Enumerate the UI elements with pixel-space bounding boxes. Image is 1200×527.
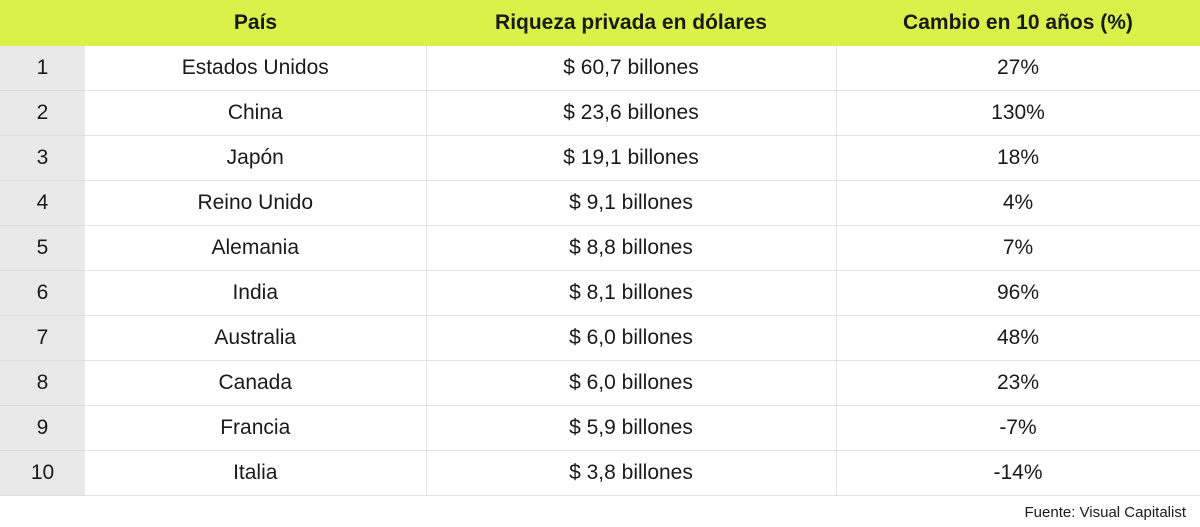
- table-row: 7 Australia $ 6,0 billones 48%: [0, 315, 1200, 361]
- change-cell: 7%: [836, 225, 1200, 271]
- table-row: 4 Reino Unido $ 9,1 billones 4%: [0, 180, 1200, 226]
- table-row: 1 Estados Unidos $ 60,7 billones 27%: [0, 46, 1200, 91]
- table-body: 1 Estados Unidos $ 60,7 billones 27% 2 China $…: [0, 46, 1200, 496]
- wealth-cell: $ 8,8 billones: [426, 225, 837, 271]
- country-cell: Canada: [85, 360, 427, 406]
- change-cell: 96%: [836, 270, 1200, 316]
- change-cell: 23%: [836, 360, 1200, 406]
- table-row: 10 Italia $ 3,8 billones -14%: [0, 450, 1200, 496]
- wealth-cell: $ 6,0 billones: [426, 360, 837, 406]
- country-cell: China: [85, 90, 427, 136]
- country-cell: Alemania: [85, 225, 427, 271]
- table-row: 8 Canada $ 6,0 billones 23%: [0, 360, 1200, 406]
- wealth-cell: $ 60,7 billones: [426, 46, 837, 91]
- change-cell: -7%: [836, 405, 1200, 451]
- wealth-cell: $ 3,8 billones: [426, 450, 837, 496]
- header-wealth: Riqueza privada en dólares: [426, 0, 836, 46]
- rank-cell: 5: [0, 225, 85, 271]
- rank-cell: 10: [0, 450, 85, 496]
- header-rank: [0, 0, 85, 46]
- rank-cell: 1: [0, 46, 85, 91]
- table-row: 2 China $ 23,6 billones 130%: [0, 90, 1200, 136]
- rank-cell: 3: [0, 135, 85, 181]
- change-cell: 48%: [836, 315, 1200, 361]
- wealth-ranking-table: País Riqueza privada en dólares Cambio e…: [0, 0, 1200, 496]
- change-cell: 18%: [836, 135, 1200, 181]
- country-cell: Italia: [85, 450, 427, 496]
- rank-cell: 8: [0, 360, 85, 406]
- change-cell: 27%: [836, 46, 1200, 91]
- change-cell: 130%: [836, 90, 1200, 136]
- country-cell: Estados Unidos: [85, 46, 427, 91]
- country-cell: Australia: [85, 315, 427, 361]
- wealth-cell: $ 9,1 billones: [426, 180, 837, 226]
- rank-cell: 9: [0, 405, 85, 451]
- country-cell: Francia: [85, 405, 427, 451]
- rank-cell: 2: [0, 90, 85, 136]
- wealth-cell: $ 8,1 billones: [426, 270, 837, 316]
- source-note: Fuente: Visual Capitalist: [1024, 504, 1186, 521]
- wealth-cell: $ 5,9 billones: [426, 405, 837, 451]
- wealth-cell: $ 23,6 billones: [426, 90, 837, 136]
- rank-cell: 4: [0, 180, 85, 226]
- table-row: 6 India $ 8,1 billones 96%: [0, 270, 1200, 316]
- table-row: 3 Japón $ 19,1 billones 18%: [0, 135, 1200, 181]
- country-cell: Japón: [85, 135, 427, 181]
- table-header: País Riqueza privada en dólares Cambio e…: [0, 0, 1200, 46]
- table-row: 9 Francia $ 5,9 billones -7%: [0, 405, 1200, 451]
- wealth-cell: $ 19,1 billones: [426, 135, 837, 181]
- country-cell: Reino Unido: [85, 180, 427, 226]
- change-cell: -14%: [836, 450, 1200, 496]
- header-change: Cambio en 10 años (%): [836, 0, 1200, 46]
- table-row: 5 Alemania $ 8,8 billones 7%: [0, 225, 1200, 271]
- header-country: País: [85, 0, 426, 46]
- rank-cell: 7: [0, 315, 85, 361]
- wealth-cell: $ 6,0 billones: [426, 315, 837, 361]
- change-cell: 4%: [836, 180, 1200, 226]
- header-row: País Riqueza privada en dólares Cambio e…: [0, 0, 1200, 46]
- country-cell: India: [85, 270, 427, 316]
- rank-cell: 6: [0, 270, 85, 316]
